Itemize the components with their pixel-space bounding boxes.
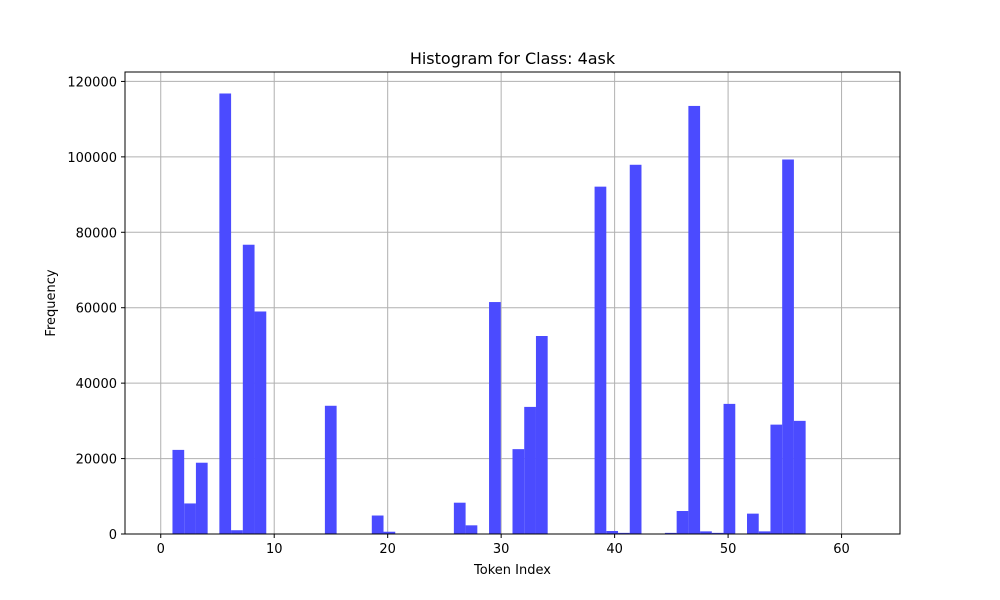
- histogram-bar: [242, 244, 255, 534]
- histogram-bar: [711, 532, 724, 534]
- y-axis-label: Frequency: [44, 269, 59, 336]
- histogram-bar: [758, 531, 771, 534]
- y-tick-label: 60000: [76, 302, 117, 317]
- x-axis-ticks: 0 10 20 30 40 50 60: [157, 534, 850, 557]
- histogram-bar: [594, 186, 607, 534]
- y-tick-label: 40000: [76, 377, 117, 392]
- y-tick-label: 20000: [76, 453, 117, 468]
- histogram-bar: [465, 525, 478, 534]
- histogram-bar: [524, 406, 536, 534]
- histogram-bar: [453, 502, 466, 534]
- histogram-bar: [172, 449, 185, 534]
- histogram-bar: [629, 164, 642, 534]
- histogram-bar: [512, 449, 525, 534]
- histogram-bar: [195, 462, 208, 534]
- histogram-bar: [231, 530, 243, 534]
- x-axis-label: Token Index: [473, 563, 551, 578]
- y-tick-label: 120000: [67, 75, 117, 90]
- histogram-bar: [782, 159, 794, 535]
- histogram-bar: [383, 531, 396, 534]
- plot-frame: [124, 71, 901, 535]
- histogram-bar: [793, 420, 806, 534]
- x-tick-label: 10: [266, 542, 283, 557]
- x-tick-label: 60: [833, 542, 850, 557]
- y-axis-ticks: 0 20000 40000 60000 80000 100000 120000: [67, 75, 125, 543]
- histogram-bar: [747, 513, 759, 534]
- histogram-bar: [606, 530, 619, 534]
- histogram-bar: [184, 503, 196, 534]
- x-tick-label: 20: [379, 542, 396, 557]
- x-tick-label: 40: [606, 542, 623, 557]
- histogram-bar: [700, 531, 712, 534]
- histogram-bar: [723, 403, 736, 534]
- histogram-bar: [618, 532, 630, 534]
- y-tick-label: 0: [109, 528, 117, 543]
- histogram-bar: [254, 311, 267, 534]
- y-tick-label: 80000: [76, 226, 117, 241]
- histogram-bar: [688, 105, 701, 534]
- x-tick-label: 0: [157, 542, 165, 557]
- chart-title: Histogram for Class: 4ask: [410, 49, 616, 68]
- y-tick-label: 100000: [67, 151, 117, 166]
- histogram-bar: [535, 336, 548, 534]
- x-tick-label: 30: [493, 542, 510, 557]
- histogram-bar: [324, 405, 337, 534]
- histogram-bar: [676, 510, 689, 534]
- histogram-bar: [219, 93, 232, 535]
- histogram-bar: [371, 515, 384, 534]
- histogram-bars: [172, 93, 806, 535]
- x-tick-label: 50: [720, 542, 737, 557]
- histogram-bar: [489, 302, 501, 534]
- histogram-bar: [664, 532, 677, 534]
- histogram-bar: [770, 424, 783, 534]
